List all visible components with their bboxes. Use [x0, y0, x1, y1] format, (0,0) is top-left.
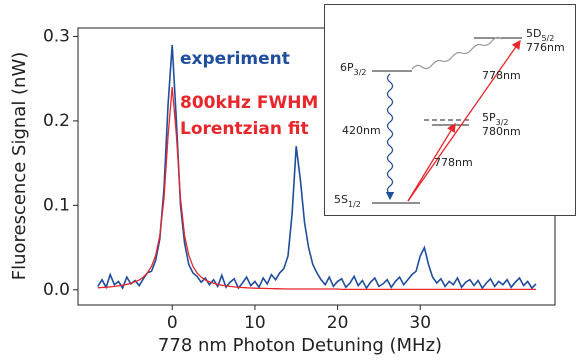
level-label: 5P3/2 — [482, 111, 509, 127]
series-line — [97, 87, 536, 291]
transition-label: 778nm — [434, 156, 473, 169]
transition-label: 420nm — [342, 124, 381, 137]
series-label: 800kHz FWHM Lorentzian fit — [180, 93, 319, 139]
level-name: 5S — [334, 193, 348, 206]
y-axis-label: Fluorescence Signal (nW) — [9, 52, 30, 281]
x-tick-label: 20 — [327, 313, 349, 333]
decay-wave — [411, 36, 503, 70]
level-note: 780nm — [482, 125, 521, 138]
level-sub: 3/2 — [354, 68, 367, 77]
transition-label: 778nm — [482, 69, 521, 82]
excitation-arrow — [407, 122, 456, 202]
level-sub: 5/2 — [541, 34, 554, 43]
level-sub: 3/2 — [496, 118, 509, 127]
level-name: 5P — [482, 111, 496, 124]
x-axis-label: 778 nm Photon Detuning (MHz) — [158, 335, 442, 356]
inset-diagram: 5D5/2 776nm 6P3/2 5P3/2 780nm 5S1/2 778n… — [324, 4, 576, 216]
x-tick-label: 30 — [409, 313, 431, 333]
y-tick-label: 0.2 — [43, 111, 70, 131]
x-tick-label: 0 — [167, 313, 178, 333]
y-tick-label: 0.1 — [43, 195, 70, 215]
level-label: 5D5/2 — [526, 27, 554, 43]
level-label: 6P3/2 — [340, 61, 367, 77]
series-line — [97, 44, 537, 290]
level-note: 776nm — [526, 41, 565, 54]
inset-frame — [324, 4, 576, 216]
series-label: experiment — [180, 49, 290, 69]
y-tick-label: 0.0 — [43, 280, 70, 300]
emission-arrow — [385, 73, 395, 201]
level-name: 6P — [340, 61, 354, 74]
level-label: 5S1/2 — [334, 193, 361, 209]
x-tick-label: 10 — [244, 313, 266, 333]
excitation-arrow — [407, 39, 521, 202]
level-sub: 1/2 — [348, 200, 361, 209]
y-tick-label: 0.3 — [43, 26, 70, 46]
level-name: 5D — [526, 27, 541, 40]
